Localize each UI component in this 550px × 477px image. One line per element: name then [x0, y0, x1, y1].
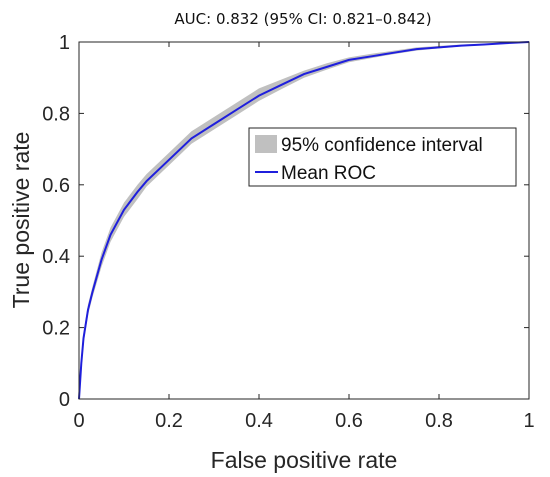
legend-label-ci: 95% confidence interval	[281, 135, 483, 156]
x-tick-label: 0.4	[245, 410, 273, 432]
x-axis-ticks: 0 0.2 0.4 0.6 0.8 1	[73, 42, 535, 432]
x-axis-label: False positive rate	[211, 447, 398, 473]
y-tick-label: 0.4	[42, 246, 70, 268]
y-tick-label: 0.6	[42, 175, 70, 197]
plot-area-frame	[78, 41, 530, 400]
legend-label-mean: Mean ROC	[281, 163, 376, 184]
y-tick-label: 0.8	[42, 103, 70, 125]
legend: 95% confidence interval Mean ROC	[248, 127, 517, 187]
chart-title: AUC: 0.832 (95% CI: 0.821–0.842)	[174, 10, 431, 28]
x-tick-label: 0.8	[425, 410, 453, 432]
x-tick-label: 1	[523, 410, 534, 432]
y-tick-label: 0	[59, 389, 70, 411]
y-tick-label: 1	[59, 32, 70, 54]
legend-band-swatch	[255, 135, 277, 153]
x-tick-label: 0	[73, 410, 84, 432]
mean-roc-line	[78, 41, 530, 400]
y-axis-label: True positive rate	[8, 132, 34, 309]
y-tick-label: 0.2	[42, 318, 70, 340]
y-axis-ticks: 0 0.2 0.4 0.6 0.8 1	[42, 32, 529, 411]
confidence-band	[79, 42, 529, 399]
x-tick-label: 0.6	[335, 410, 363, 432]
x-tick-label: 0.2	[155, 410, 183, 432]
legend-box	[248, 127, 517, 187]
